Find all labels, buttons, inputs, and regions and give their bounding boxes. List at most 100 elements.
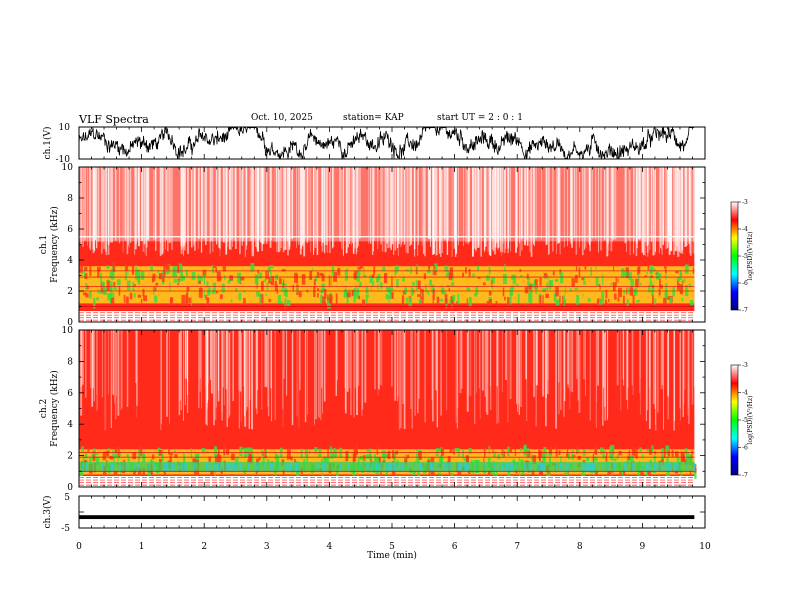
ch2-noise-streak — [547, 330, 549, 380]
ch2-psd-patch — [646, 470, 649, 479]
ch1-noise-streak — [316, 167, 319, 255]
ch2-noise-streak — [344, 330, 347, 411]
ch2-noise-streak — [281, 330, 284, 409]
ch1-noise-streak — [689, 167, 692, 256]
ch2-psd-patch — [531, 470, 535, 475]
ch1-noise-streak — [556, 167, 557, 254]
ch1-psd-patch — [542, 288, 547, 292]
ch1-noise-streak — [144, 167, 146, 253]
ch1-psd-patch — [170, 298, 173, 302]
ch1-noise-streak — [535, 167, 537, 240]
ch1-noise-streak — [567, 167, 568, 247]
ch1-noise-streak — [432, 167, 434, 247]
ch1-noise-streak — [287, 167, 289, 241]
ch1-noise-streak — [463, 167, 464, 247]
ch1-psd-patch — [418, 299, 422, 304]
ch1-psd-patch — [486, 275, 490, 281]
ch1-psd-patch — [202, 269, 207, 276]
ch2-noise-streak — [350, 330, 352, 416]
ch1-psd-patch — [410, 287, 414, 297]
ch2-psd-cyan-patch — [414, 462, 417, 472]
ch1-noise-streak — [478, 167, 480, 248]
ch2-psd-patch — [416, 453, 418, 456]
ch1-psd-patch — [188, 297, 191, 303]
ch2-psd-cyan-patch — [136, 462, 138, 472]
ch2-psd-cyan-patch — [286, 462, 289, 472]
ch1-noise-streak — [138, 167, 140, 247]
ch1-noise-streak — [354, 167, 356, 249]
ch2-psd-cyan-patch — [284, 462, 286, 472]
ch2-noise-streak — [578, 330, 581, 413]
ch1-psd-patch — [369, 275, 374, 284]
ch1-psd-patch — [227, 280, 231, 284]
ch2-noise-streak — [476, 330, 477, 393]
ch2-psd-cyan-patch — [459, 462, 463, 472]
ch1-psd-patch — [345, 285, 347, 295]
ch2-noise-streak — [255, 330, 257, 409]
ch2-noise-streak — [497, 330, 500, 423]
ch2-psd-cyan-patch — [214, 462, 218, 472]
ch1-noise-streak — [126, 167, 129, 254]
ch1-psd-patch — [190, 297, 193, 306]
ch1-noise-streak — [494, 167, 497, 248]
ch1-psd-patch — [198, 280, 201, 284]
ch2-noise-streak — [283, 330, 285, 379]
ch2-psd-cyan-patch — [560, 462, 563, 472]
ch1-psd-patch — [442, 291, 447, 294]
ch1-psd-patch — [404, 286, 407, 294]
ch1-noise-streak — [389, 167, 391, 248]
ch1-psd-patch — [283, 287, 287, 297]
ch1-psd-patch — [316, 271, 320, 278]
ch2-psd-patch — [683, 456, 686, 460]
ch2-noise-streak — [616, 330, 619, 386]
ch2-noise-streak — [693, 330, 695, 388]
ch2-noise-streak — [632, 330, 634, 396]
ch2-psd-patch — [496, 471, 498, 476]
ch2-psd-patch — [106, 450, 110, 457]
ch1-psd-patch — [428, 265, 431, 273]
ch1-psd-patch — [474, 293, 477, 297]
ch1-noise-streak — [428, 167, 431, 239]
ch1-psd-patch — [379, 282, 383, 289]
ch2-noise-streak — [403, 330, 405, 429]
ch2-noise-streak — [679, 330, 681, 409]
ch1-noise-streak — [547, 167, 550, 255]
ch1-noise-streak — [105, 167, 108, 256]
ch2-psd-patch — [214, 468, 216, 479]
ch1-noise-streak — [693, 167, 694, 242]
ch2-colorbar-tick-label: -3 — [742, 362, 748, 369]
ch1-noise-streak — [170, 167, 173, 250]
ch1-noise-streak — [441, 167, 444, 254]
ch2-psd-patch — [87, 447, 90, 452]
ch2-psd-patch — [576, 449, 580, 453]
ch2-psd-patch — [593, 456, 598, 462]
ch1-noise-streak — [167, 167, 169, 252]
ch2-psd-cyan-patch — [537, 462, 539, 472]
ch1-noise-streak — [258, 167, 260, 241]
ch2-noise-streak — [285, 330, 288, 396]
ch1-psd-patch — [135, 264, 137, 275]
ch2-psd-cyan-patch — [205, 462, 209, 472]
ch2-psd-patch — [148, 469, 152, 476]
ch1-psd-patch — [161, 271, 164, 274]
ch2-noise-streak — [226, 330, 228, 427]
ch2-psd-patch — [366, 454, 370, 459]
ch1-noise-streak — [122, 167, 124, 253]
ch1-noise-streak — [651, 167, 652, 242]
ch2-psd-cyan-patch — [183, 462, 186, 472]
ch2-psd-cyan-patch — [589, 462, 591, 472]
ch1-psd-patch — [582, 294, 584, 297]
ch1-psd-patch — [256, 291, 260, 297]
ch2-noise-streak — [378, 330, 380, 389]
ch1-noise-streak — [579, 167, 580, 248]
ch2-noise-streak — [545, 330, 547, 427]
ch1-noise-streak — [251, 167, 253, 256]
ch2-noise-streak — [135, 330, 137, 384]
ch2-psd-patch — [168, 449, 170, 455]
ch1-noise-streak — [497, 167, 499, 251]
ch2-noise-streak — [232, 330, 234, 402]
ch1-noise-streak — [141, 167, 143, 241]
ch2-psd-cyan-patch — [192, 462, 196, 472]
ch1-noise-streak — [145, 167, 148, 248]
